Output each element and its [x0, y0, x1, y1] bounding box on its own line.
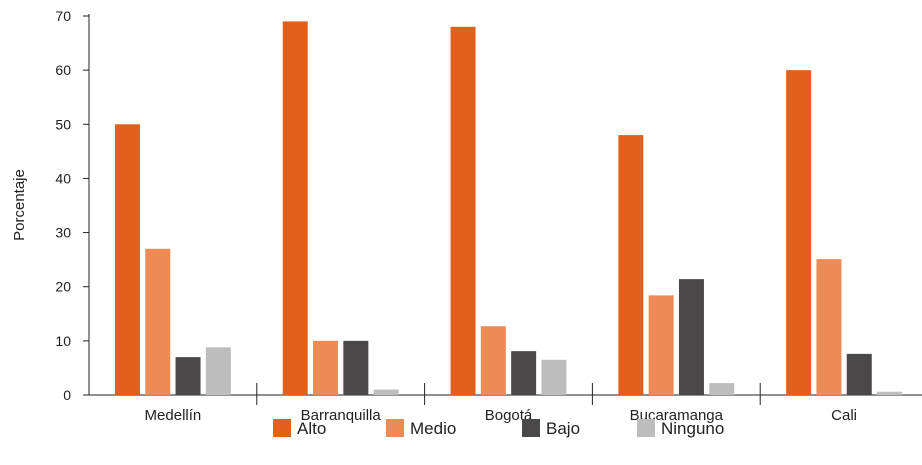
bar-ninguno — [877, 391, 903, 395]
y-tick-label: 70 — [55, 8, 71, 24]
x-category-label: Barranquilla — [301, 407, 382, 424]
y-tick-label: 30 — [55, 225, 71, 241]
bar-bajo — [678, 279, 704, 395]
legend-swatch-medio — [386, 419, 404, 437]
legend-label-alto: Alto — [297, 419, 326, 438]
y-tick-label: 60 — [55, 62, 71, 78]
bar-bajo — [846, 353, 872, 395]
y-axis-title: Porcentaje — [11, 169, 28, 241]
bar-medio — [313, 340, 339, 395]
bar-alto — [618, 135, 644, 395]
bar-bajo — [511, 351, 537, 395]
x-category-label: Medellín — [145, 407, 202, 424]
bar-ninguno — [541, 359, 567, 395]
x-category-label: Cali — [831, 407, 857, 424]
y-tick-label: 0 — [63, 387, 71, 403]
bar-alto — [450, 26, 476, 395]
legend-label-medio: Medio — [410, 419, 456, 438]
legend-label-bajo: Bajo — [546, 419, 580, 438]
bar-bajo — [175, 357, 201, 395]
legend-swatch-alto — [273, 419, 291, 437]
bar-bajo — [343, 340, 369, 395]
bar-medio — [480, 326, 506, 395]
y-tick-label: 10 — [55, 333, 71, 349]
bar-medio — [145, 248, 171, 395]
bar-ninguno — [709, 383, 735, 395]
y-axis: 0 10 20 30 40 50 60 70 — [55, 8, 90, 403]
legend-swatch-bajo — [522, 419, 540, 437]
bar-alto — [282, 21, 308, 396]
bars — [114, 21, 903, 396]
bar-alto — [786, 70, 812, 396]
y-tick-label: 50 — [55, 116, 71, 132]
bar-medio — [816, 259, 842, 395]
bar-medio — [648, 295, 674, 395]
bar-ninguno — [205, 347, 231, 395]
legend-swatch-ninguno — [637, 419, 655, 437]
x-category-label: Bogotá — [485, 407, 533, 424]
bar-alto — [114, 124, 140, 396]
bar-ninguno — [373, 389, 399, 395]
legend-label-ninguno: Ninguno — [661, 419, 724, 438]
y-tick-label: 40 — [55, 170, 71, 186]
y-tick-label: 20 — [55, 279, 71, 295]
legend: Alto Medio Bajo Ninguno — [273, 419, 724, 438]
